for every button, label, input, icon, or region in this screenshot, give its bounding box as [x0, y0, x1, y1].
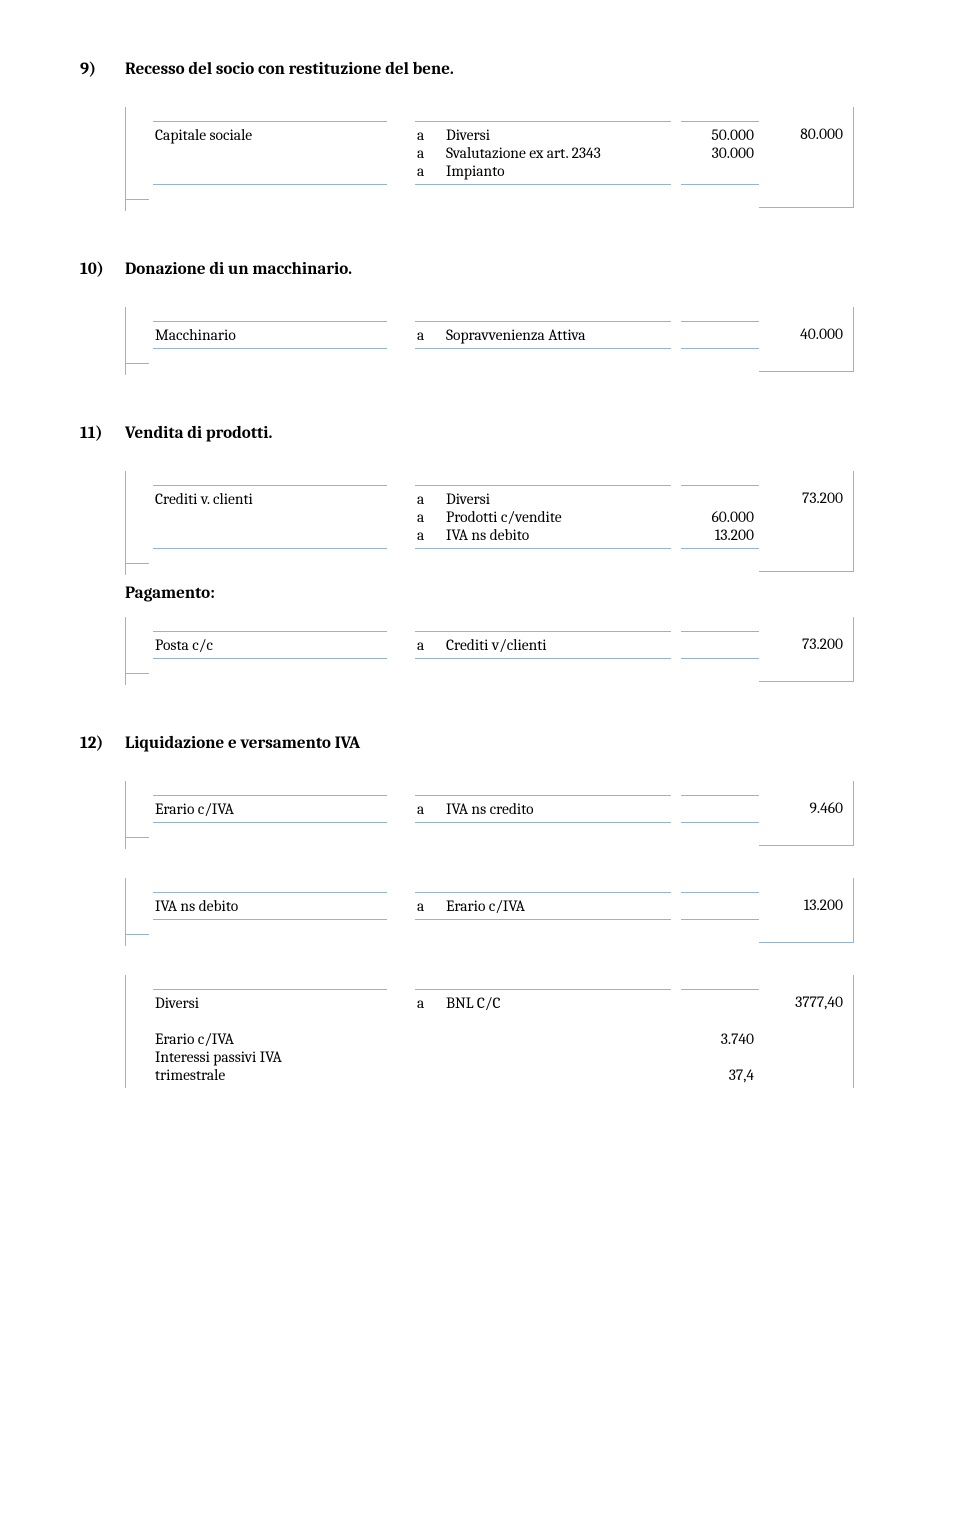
section-9-num: 9): [80, 60, 125, 79]
section-9-heading: 9) Recesso del socio con restituzione de…: [80, 60, 880, 79]
amount-right-cell: 40.000: [759, 321, 854, 349]
section-11-sub-heading: Pagamento:: [125, 584, 880, 603]
section-12-entry-2: IVA ns debito a Erario c/IVA 13.200: [125, 878, 880, 935]
section-12-entry-1: Erario c/IVA a IVA ns credito 9.460: [125, 781, 880, 838]
section-9-entry: Capitale sociale a a a Diversi Svalutazi…: [125, 107, 880, 200]
credit-cell: Erario c/IVA: [441, 892, 671, 920]
amount-right-cell: 13.200: [759, 892, 854, 920]
section-10-num: 10): [80, 260, 125, 279]
a-cell: a a a: [415, 121, 441, 185]
section-10-title: Donazione di un macchinario.: [125, 260, 352, 279]
amount-right-cell: 9.460: [759, 795, 854, 823]
debit-cell: Macchinario: [153, 321, 387, 349]
section-9-title: Recesso del socio con restituzione del b…: [125, 60, 454, 79]
amount-left-cell: 60.000 13.200: [681, 485, 759, 549]
amount-right-cell: 73.200: [759, 485, 854, 549]
amount-left-cell: [681, 631, 759, 659]
credit-cell: Diversi Prodotti c/vendite IVA ns debito: [441, 485, 671, 549]
amount-left-cell: [681, 892, 759, 920]
a-cell: a: [415, 631, 441, 659]
credit-cell: Sopravvenienza Attiva: [441, 321, 671, 349]
section-12-heading: 12) Liquidazione e versamento IVA: [80, 734, 880, 753]
amount-right-cell: 3777,40: [759, 989, 854, 1088]
section-10-entry: Macchinario a Sopravvenienza Attiva 40.0…: [125, 307, 880, 364]
section-11-num: 11): [80, 424, 125, 443]
credit-cell: BNL C/C: [441, 989, 671, 1088]
a-cell: a a a: [415, 485, 441, 549]
debit-cell: Posta c/c: [153, 631, 387, 659]
a-cell: a: [415, 892, 441, 920]
credit-cell: Diversi Svalutazione ex art. 2343 Impian…: [441, 121, 671, 185]
debit-cell: Diversi Erario c/IVA Interessi passivi I…: [153, 989, 387, 1088]
debit-cell: IVA ns debito: [153, 892, 387, 920]
a-cell: a: [415, 989, 441, 1088]
credit-cell: Crediti v/clienti: [441, 631, 671, 659]
a-cell: a: [415, 321, 441, 349]
section-11-sub-entry: Posta c/c a Crediti v/clienti 73.200: [125, 617, 880, 674]
debit-text: Capitale sociale: [155, 126, 382, 144]
section-11-title: Vendita di prodotti.: [125, 424, 272, 443]
debit-cell: Crediti v. clienti: [153, 485, 387, 549]
section-12-title: Liquidazione e versamento IVA: [125, 734, 360, 753]
amount-left-cell: [681, 321, 759, 349]
section-11-heading: 11) Vendita di prodotti.: [80, 424, 880, 443]
credit-cell: IVA ns credito: [441, 795, 671, 823]
amount-left-cell: 50.000 30.000: [681, 121, 759, 185]
debit-cell: Capitale sociale: [153, 121, 387, 185]
section-12-num: 12): [80, 734, 125, 753]
section-10-heading: 10) Donazione di un macchinario.: [80, 260, 880, 279]
debit-cell: Erario c/IVA: [153, 795, 387, 823]
amount-left-cell: [681, 795, 759, 823]
amount-right-cell: 80.000: [759, 121, 854, 185]
section-11-entry: Crediti v. clienti a a a Diversi Prodott…: [125, 471, 880, 564]
a-cell: a: [415, 795, 441, 823]
amount-right-cell: 73.200: [759, 631, 854, 659]
section-12-entry-3: Diversi Erario c/IVA Interessi passivi I…: [125, 975, 880, 1088]
amount-left-cell: 3.740 37,4: [681, 989, 759, 1088]
